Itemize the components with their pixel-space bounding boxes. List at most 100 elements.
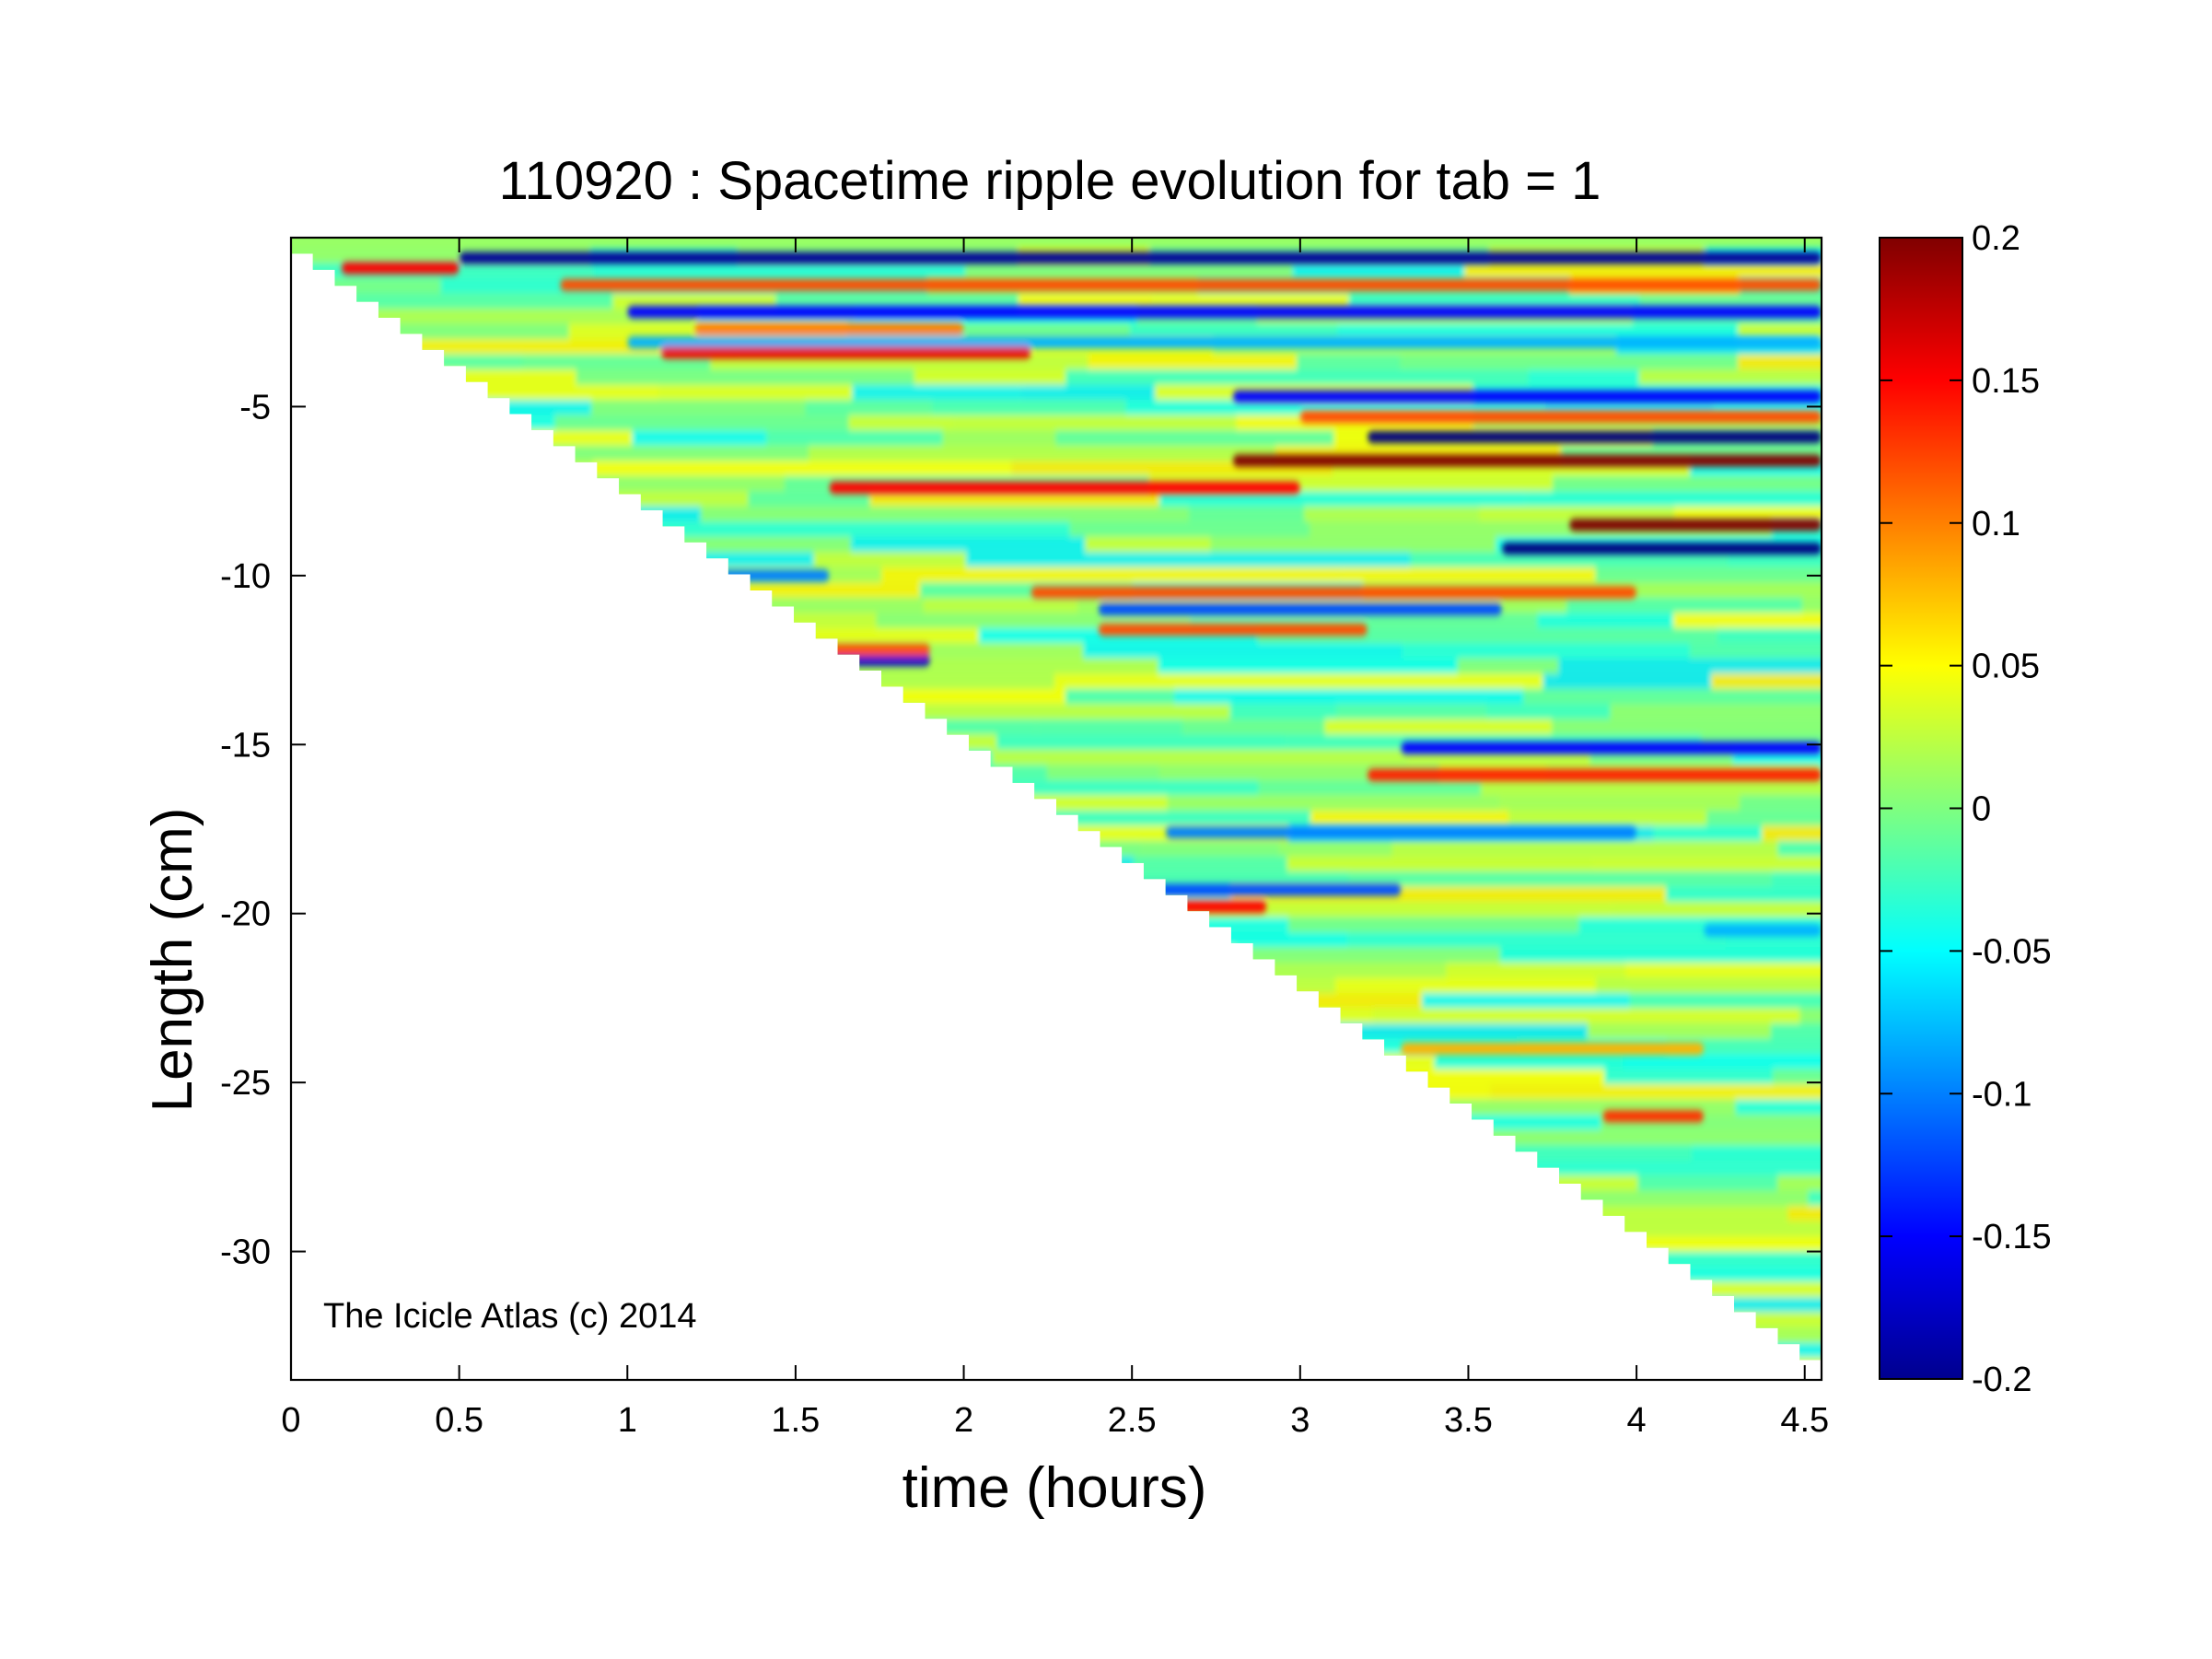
heatmap-cell	[291, 369, 576, 385]
heatmap-cell	[1134, 856, 1287, 871]
heatmap-cell	[1673, 506, 1822, 522]
heatmap-cell	[1151, 293, 1349, 310]
y-tick-label: -10	[220, 557, 271, 596]
heatmap-cell	[710, 597, 924, 613]
heatmap-cell	[1484, 1129, 1822, 1146]
heatmap-band	[1299, 411, 1822, 423]
heatmap-cell	[1486, 704, 1611, 719]
heatmap-cell	[862, 1175, 1154, 1191]
heatmap-cell	[291, 354, 523, 370]
heatmap-cell	[1167, 795, 1500, 811]
heatmap-cell	[1740, 795, 1822, 811]
heatmap-cell	[1348, 293, 1640, 310]
heatmap-band	[1704, 924, 1822, 937]
heatmap-cell	[1691, 1145, 1822, 1161]
heatmap-cell	[1566, 597, 1802, 613]
heatmap-cell	[663, 1342, 794, 1359]
heatmap-cell	[984, 1327, 1272, 1343]
heatmap-cell	[1391, 840, 1778, 857]
heatmap-cell	[1122, 1312, 1566, 1328]
heatmap-cell	[665, 1022, 1062, 1039]
heatmap-cell	[1638, 369, 1822, 385]
heatmap-cell	[291, 1099, 666, 1116]
heatmap-cell	[715, 1083, 1138, 1100]
heatmap-band	[694, 322, 964, 335]
x-tick-label: 3	[1290, 1401, 1310, 1440]
heatmap-cell	[291, 1160, 589, 1176]
colorbar-tick-label: -0.05	[1972, 932, 2052, 971]
heatmap-cell	[1595, 567, 1822, 583]
heatmap-cell	[1667, 1038, 1822, 1054]
heatmap-cell	[659, 1008, 800, 1023]
heatmap-cell	[1410, 552, 1729, 567]
heatmap-band	[1401, 742, 1822, 754]
heatmap-cell	[1499, 947, 1822, 963]
heatmap-cell	[412, 643, 654, 659]
heatmap-cell	[854, 704, 1230, 719]
heatmap-cell	[741, 719, 877, 735]
heatmap-cell	[1738, 323, 1822, 340]
y-tick-label: -20	[220, 895, 271, 934]
heatmap-cell	[1808, 1190, 1822, 1207]
heatmap-cell	[291, 1083, 716, 1100]
heatmap-cell	[1348, 870, 1772, 887]
heatmap-cell	[1523, 688, 1822, 705]
heatmap-cell	[291, 536, 588, 553]
colorbar-tick-label: 0.2	[1972, 219, 2020, 258]
heatmap-band	[1401, 1043, 1705, 1055]
heatmap-band	[627, 336, 1822, 349]
colorbar-tick-label: 0	[1972, 790, 1991, 829]
heatmap-cell	[1337, 323, 1739, 340]
heatmap-cell	[1801, 597, 1822, 613]
heatmap-cell	[1372, 1008, 1800, 1023]
heatmap-cell	[787, 917, 1289, 932]
x-tick-label: 1	[618, 1401, 637, 1440]
heatmap-band	[560, 278, 1822, 291]
heatmap-band	[1602, 1110, 1705, 1123]
heatmap-cell	[441, 613, 877, 628]
heatmap-cell	[805, 400, 932, 415]
heatmap-cell	[1109, 931, 1348, 948]
heatmap-cell	[1157, 1358, 1550, 1361]
heatmap-cell	[766, 430, 943, 446]
heatmap-cell	[291, 704, 513, 719]
heatmap-cell	[867, 977, 1335, 993]
heatmap-cell	[1336, 704, 1487, 719]
heatmap-cell	[1553, 475, 1822, 492]
heatmap-cell	[1481, 1297, 1639, 1313]
heatmap-cell	[612, 293, 776, 310]
heatmap-cell	[1088, 354, 1298, 370]
heatmap-cell	[291, 1038, 566, 1054]
heatmap-band	[829, 482, 1300, 494]
heatmap-cell	[1158, 658, 1458, 674]
heatmap-cell	[1324, 719, 1553, 735]
heatmap-cell	[1340, 567, 1596, 583]
copyright-annotation: The Icicle Atlas (c) 2014	[323, 1297, 697, 1336]
heatmap-cell	[1528, 369, 1639, 385]
heatmap-cell	[1443, 1342, 1822, 1359]
heatmap-cell	[1638, 1327, 1741, 1343]
colorbar-tick-label: 0.1	[1972, 505, 2020, 543]
heatmap-cell	[577, 749, 722, 765]
x-tick-label: 4	[1627, 1401, 1647, 1440]
heatmap-cell	[651, 1267, 789, 1282]
heatmap-cell	[905, 1145, 1340, 1161]
heatmap-cell	[291, 1145, 433, 1161]
heatmap-cell	[537, 931, 737, 948]
heatmap-cell	[714, 1129, 1044, 1146]
heatmap-cell	[291, 1281, 690, 1298]
y-tick-label: -5	[239, 388, 271, 426]
y-axis-title: Length (cm)	[141, 808, 204, 1113]
heatmap-cell	[890, 1038, 1299, 1054]
heatmap-cell	[1610, 704, 1822, 719]
heatmap-cell	[1490, 1083, 1822, 1100]
heatmap-cell	[1479, 506, 1674, 522]
heatmap-cell	[658, 384, 853, 401]
heatmap-cell	[291, 1221, 586, 1237]
heatmap-cell	[589, 840, 938, 857]
heatmap-band	[1030, 586, 1637, 599]
heatmap-cell	[1771, 870, 1822, 887]
heatmap-cell	[958, 810, 1311, 826]
heatmap-band	[1132, 883, 1402, 896]
heatmap-cell	[1061, 1022, 1217, 1039]
